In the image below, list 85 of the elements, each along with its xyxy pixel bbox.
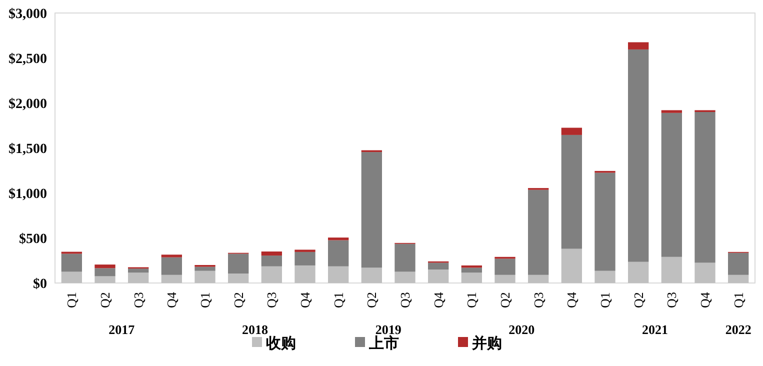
y-tick-label: $2,000: [8, 97, 47, 112]
y-tick-label: $1,500: [8, 142, 47, 157]
bar: [528, 274, 549, 283]
x-tick-label: Q2: [98, 292, 112, 308]
x-tick-label: Q4: [430, 292, 446, 308]
bar: [628, 262, 649, 283]
y-tick-label: $2,500: [8, 52, 47, 67]
bar: [594, 270, 616, 283]
bar: [61, 272, 82, 283]
bar: [94, 268, 116, 276]
y-tick-label: $1,000: [8, 187, 47, 202]
x-tick-label: Q1: [598, 292, 612, 308]
bar: [594, 172, 616, 271]
text: 2021: [642, 322, 668, 337]
bar: [128, 268, 149, 273]
x-tick-label: Q3: [664, 292, 680, 308]
x-tick-label: Q1: [330, 292, 346, 308]
bar: [194, 266, 216, 271]
x-tick-label: Q3: [130, 292, 146, 308]
bar: [294, 265, 316, 283]
bar: [528, 190, 549, 275]
legend-label: 上市: [368, 334, 399, 352]
bar: [661, 112, 682, 257]
x-tick-label: Q2: [364, 292, 380, 308]
bar: [328, 240, 349, 266]
bar: [394, 244, 416, 272]
x-tick-label: Q4: [298, 292, 312, 308]
bar: [61, 254, 82, 272]
x-tick-label: Q1: [198, 292, 212, 308]
bar: [428, 262, 449, 270]
y-tick-label: $500: [19, 232, 47, 247]
bar: [261, 256, 282, 266]
bar: [461, 268, 482, 273]
x-tick-label: Q4: [698, 292, 712, 308]
x-tick-label: Q2: [230, 292, 246, 308]
bar: [261, 266, 282, 283]
y-tick-label: $3,000: [8, 7, 47, 22]
bar: [261, 252, 282, 256]
bar: [361, 268, 382, 283]
x-tick-label: Q3: [264, 292, 280, 308]
bar: [494, 258, 516, 275]
bar: [228, 274, 249, 283]
bar: [361, 152, 382, 268]
text: 2018: [242, 322, 268, 337]
x-tick-label: Q3: [530, 292, 546, 308]
bar: [161, 274, 182, 283]
bar: [561, 128, 582, 135]
bar: [628, 42, 649, 50]
bar: [694, 112, 716, 263]
bar: [294, 252, 316, 266]
bar: [328, 238, 349, 240]
bar: [228, 254, 249, 274]
text: 2022: [725, 322, 752, 337]
bar: [94, 276, 116, 283]
bar: [94, 264, 116, 268]
text: 2017: [108, 322, 136, 337]
bar: [461, 272, 482, 283]
bar: [161, 257, 182, 275]
x-tick-label: Q2: [630, 292, 646, 308]
bar: [728, 252, 749, 275]
bar: [728, 274, 749, 283]
x-tick-label: Q4: [564, 292, 580, 308]
bar: [661, 110, 682, 113]
bar: [328, 266, 349, 283]
bar: [561, 134, 582, 249]
x-tick-label: Q1: [730, 292, 746, 308]
bar: [194, 270, 216, 283]
bar: [394, 272, 416, 283]
bar: [628, 49, 649, 262]
legend-label: 并购: [471, 334, 502, 352]
text: 2020: [508, 322, 535, 337]
bar: [494, 274, 516, 283]
x-tick-label: Q2: [498, 292, 512, 308]
bar: [428, 270, 449, 283]
x-tick-label: Q3: [398, 292, 412, 308]
y-tick-label: $0: [33, 277, 47, 292]
bar: [161, 254, 182, 258]
legend-label: 收购: [266, 334, 296, 352]
bar: [128, 272, 149, 283]
x-tick-label: Q1: [64, 292, 80, 308]
x-tick-label: Q1: [464, 292, 480, 308]
bar: [561, 248, 582, 283]
bar: [694, 262, 716, 283]
bar: [661, 256, 682, 283]
x-tick-label: Q4: [164, 292, 180, 308]
